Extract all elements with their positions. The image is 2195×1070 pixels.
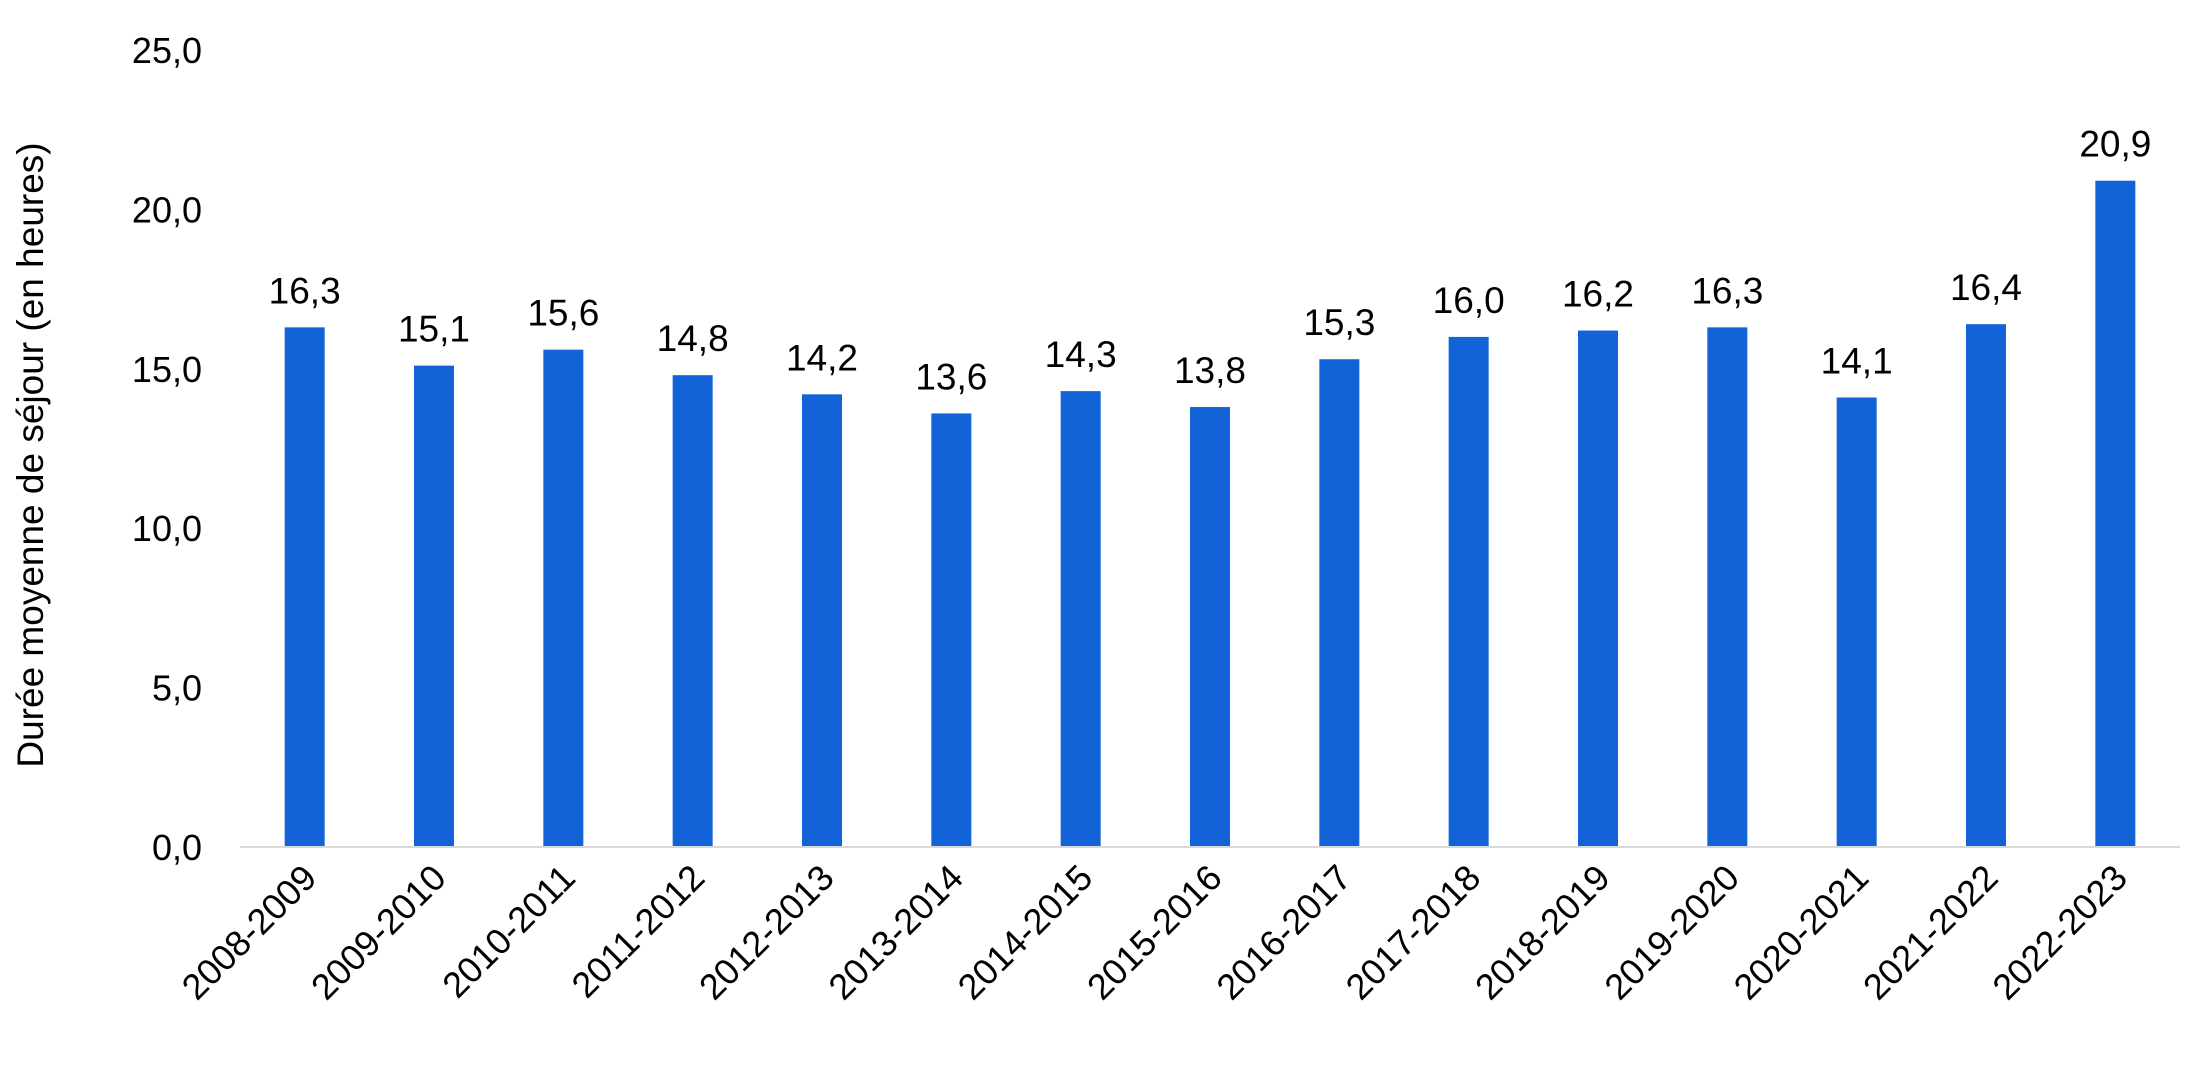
bar [802,394,842,847]
data-label: 13,6 [915,356,987,397]
data-label: 13,8 [1174,350,1246,391]
data-label: 16,3 [269,270,341,311]
y-axis-label: Durée moyenne de séjour (en heures) [10,142,51,767]
bar [284,327,325,848]
x-tick-label: 2021-2022 [1855,857,2006,1008]
x-tick-label: 2012-2013 [691,857,842,1008]
data-label: 15,3 [1303,302,1375,343]
bar [414,365,454,847]
data-label: 16,0 [1433,280,1505,321]
x-tick-label: 2009-2010 [303,857,454,1008]
data-label: 20,9 [2079,124,2151,165]
bar [1578,330,1618,847]
bar [1707,327,1748,848]
data-label: 16,2 [1562,274,1634,315]
x-tick-label: 2018-2019 [1467,857,1618,1008]
y-tick-label: 5,0 [152,668,202,709]
x-tick-label: 2017-2018 [1338,857,1489,1008]
x-tick-label: 2019-2020 [1596,857,1747,1008]
x-tick-label: 2008-2009 [174,857,325,1008]
data-label: 14,8 [657,318,729,359]
data-labels: 16,3 15,1 15,6 14,8 14,2 13,6 14,3 13,8 15,3 16,0… [269,124,2152,398]
y-tick-label: 25,0 [132,30,202,71]
y-tick-label: 0,0 [152,827,202,868]
data-label: 14,1 [1821,340,1893,381]
bar [1448,336,1489,847]
data-label: 14,3 [1045,334,1117,375]
y-tick-label: 20,0 [132,189,202,230]
data-label: 15,1 [398,309,470,350]
bar [1190,407,1230,847]
bar [931,413,972,847]
y-tick-label: 10,0 [132,508,202,549]
bars [284,180,2136,848]
x-tick-label: 2013-2014 [820,857,971,1008]
bar [1060,391,1101,847]
x-tick-label: 2016-2017 [1208,857,1359,1008]
y-axis-ticks: 0,0 5,0 10,0 15,0 20,0 25,0 [132,30,202,868]
y-tick-label: 15,0 [132,349,202,390]
bar [1319,359,1360,847]
x-tick-label: 2022-2023 [1984,857,2135,1008]
x-tick-label: 2014-2015 [950,857,1101,1008]
x-tick-label: 2010-2011 [434,857,583,1006]
data-label: 15,6 [527,293,599,334]
data-label: 16,4 [1950,267,2022,308]
bar [2095,180,2136,847]
x-axis-ticks: 2008-20092009-20102010-20112011-20122012… [174,857,2135,1008]
bar [1966,324,2006,848]
bar [1836,397,1877,847]
data-label: 16,3 [1691,270,1763,311]
x-tick-label: 2015-2016 [1079,857,1230,1008]
x-tick-label: 2011-2012 [563,857,712,1006]
data-label: 14,2 [786,337,858,378]
bar [672,375,713,847]
bar [543,349,584,847]
x-tick-label: 2020-2021 [1726,857,1877,1008]
